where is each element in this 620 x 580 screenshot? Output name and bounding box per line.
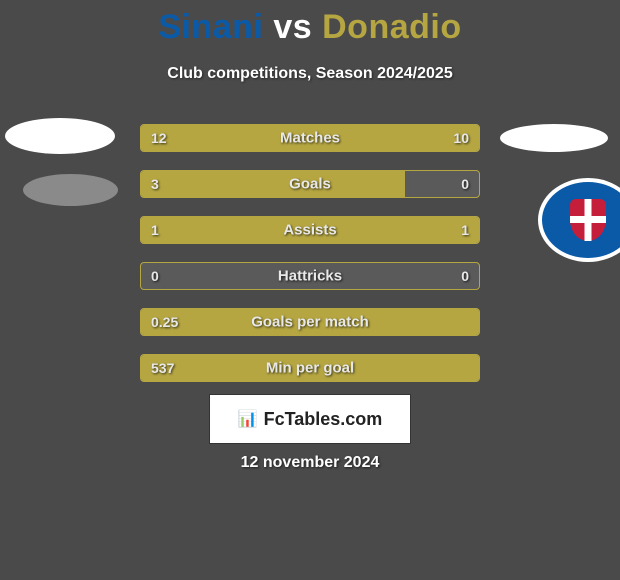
bar-row: Min per goal 537 — [140, 354, 480, 382]
right-ellipse — [500, 124, 608, 152]
comparison-bars: Matches1210Goals30Assists11Hattricks00Go… — [140, 124, 480, 400]
bar-label: Assists — [283, 222, 336, 239]
bar-label: Goals per match — [251, 314, 369, 331]
badge-ring — [538, 178, 620, 262]
ellipse-grey — [23, 174, 118, 206]
left-decor — [0, 118, 118, 206]
brand-icon: 📊 — [238, 409, 258, 429]
vs-text: vs — [263, 8, 322, 46]
bar-value-right: 0 — [461, 176, 469, 192]
bar-value-left: 12 — [151, 130, 167, 146]
bar-value-right: 1 — [461, 222, 469, 238]
bar-value-left: 1 — [151, 222, 159, 238]
brand-box: 📊 FcTables.com — [209, 394, 411, 444]
subtitle: Club competitions, Season 2024/2025 — [0, 65, 620, 83]
bar-label: Hattricks — [278, 268, 342, 285]
bar-row: Hattricks 0 0 — [140, 262, 480, 290]
player1-name: Sinani — [158, 8, 263, 46]
page-title: Sinani vs Donadio — [0, 0, 620, 47]
bar-label: Matches — [280, 130, 340, 147]
date-text: 12 november 2024 — [241, 454, 380, 472]
bar-row: Assists 1 1 — [140, 216, 480, 244]
bar-label: Goals — [289, 176, 331, 193]
bar-row: Goals 3 0 — [140, 170, 480, 198]
bar-fill-left — [141, 171, 405, 197]
club-badge — [520, 178, 620, 262]
player2-name: Donadio — [322, 8, 461, 46]
bar-value-left: 0.25 — [151, 314, 178, 330]
badge-shield — [570, 199, 606, 241]
bar-value-left: 0 — [151, 268, 159, 284]
bar-value-left: 537 — [151, 360, 174, 376]
bar-value-right: 10 — [453, 130, 469, 146]
bar-row: Matches 12 10 — [140, 124, 480, 152]
bar-row: Goals per match 0.25 — [140, 308, 480, 336]
badge-cross-h — [570, 216, 606, 223]
ellipse-white — [5, 118, 115, 154]
bar-label: Min per goal — [266, 360, 354, 377]
brand-text: FcTables.com — [264, 409, 383, 430]
bar-value-left: 3 — [151, 176, 159, 192]
bar-value-right: 0 — [461, 268, 469, 284]
